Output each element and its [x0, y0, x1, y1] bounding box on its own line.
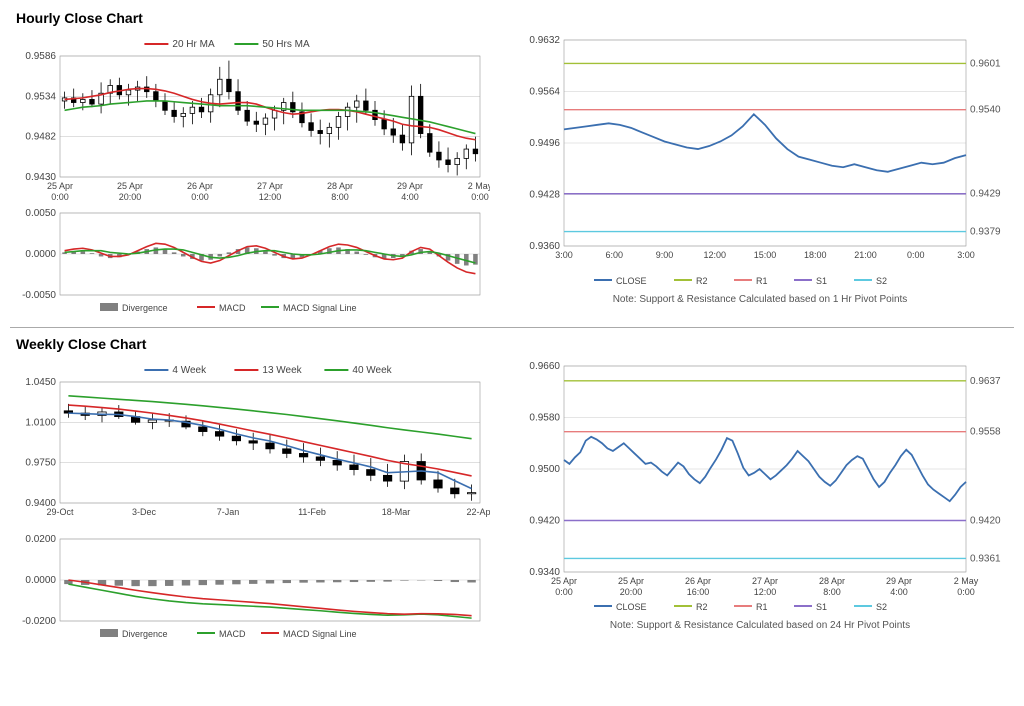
svg-text:0.9500: 0.9500: [529, 464, 560, 475]
svg-text:25 Apr0:00: 25 Apr0:00: [47, 181, 73, 202]
svg-text:11-Feb: 11-Feb: [298, 507, 326, 517]
svg-text:0.9660: 0.9660: [529, 361, 560, 372]
svg-text:9:00: 9:00: [656, 250, 674, 260]
svg-text:6:00: 6:00: [605, 250, 623, 260]
svg-text:Divergence: Divergence: [122, 303, 168, 313]
weekly-row: 4 Week13 Week40 Week0.94000.97501.01001.…: [10, 358, 1014, 643]
svg-text:S2: S2: [876, 276, 887, 286]
svg-text:3:00: 3:00: [957, 250, 975, 260]
svg-text:0.9632: 0.9632: [529, 35, 560, 46]
svg-text:12:00: 12:00: [703, 250, 726, 260]
svg-text:7-Jan: 7-Jan: [217, 507, 240, 517]
svg-text:50 Hrs MA: 50 Hrs MA: [262, 39, 310, 50]
svg-text:S2: S2: [876, 602, 887, 612]
svg-text:S1: S1: [816, 602, 827, 612]
svg-text:0.9564: 0.9564: [529, 87, 560, 98]
svg-text:0.9428: 0.9428: [529, 190, 560, 201]
svg-text:3:00: 3:00: [555, 250, 573, 260]
svg-text:-0.0200: -0.0200: [22, 616, 56, 627]
svg-text:18-Mar: 18-Mar: [382, 507, 411, 517]
svg-text:R2: R2: [696, 276, 708, 286]
svg-text:0.9601: 0.9601: [970, 58, 1001, 69]
svg-text:MACD Signal Line: MACD Signal Line: [283, 629, 357, 639]
svg-text:-0.0050: -0.0050: [22, 290, 56, 301]
section-divider: [10, 327, 1014, 328]
svg-text:29-Oct: 29-Oct: [46, 507, 74, 517]
svg-text:1.0100: 1.0100: [25, 417, 56, 428]
svg-text:15:00: 15:00: [754, 250, 777, 260]
svg-text:0.9540: 0.9540: [970, 105, 1001, 116]
svg-text:0.9586: 0.9586: [25, 51, 56, 62]
svg-text:0.9361: 0.9361: [970, 553, 1001, 564]
svg-text:0.9379: 0.9379: [970, 227, 1001, 238]
svg-text:0.9420: 0.9420: [529, 516, 560, 527]
svg-text:26 Apr16:00: 26 Apr16:00: [685, 576, 711, 597]
svg-text:25 Apr20:00: 25 Apr20:00: [117, 181, 143, 202]
svg-text:20 Hr MA: 20 Hr MA: [172, 39, 215, 50]
weekly-price-chart: 4 Week13 Week40 Week0.94000.97501.01001.…: [10, 358, 490, 533]
svg-text:0.9750: 0.9750: [25, 458, 56, 469]
svg-text:MACD Signal Line: MACD Signal Line: [283, 303, 357, 313]
hourly-sr-chart: 0.93600.94280.94960.95640.96320.96010.95…: [510, 32, 1010, 292]
weekly-macd-chart: -0.0200 0.0000 0.0200 Divergence MACD MACD Si…: [10, 533, 490, 643]
svg-text:0.9420: 0.9420: [970, 516, 1001, 527]
svg-text:28 Apr8:00: 28 Apr8:00: [819, 576, 845, 597]
svg-text:2 May0:00: 2 May0:00: [468, 181, 490, 202]
weekly-sr-chart: 0.93400.94200.95000.95800.96600.96370.95…: [510, 358, 1010, 618]
hourly-price-chart: 20 Hr MA50 Hrs MA0.94300.94820.95340.958…: [10, 32, 490, 207]
svg-text:1.0450: 1.0450: [25, 377, 56, 388]
svg-text:4 Week: 4 Week: [172, 365, 207, 376]
svg-text:0.9534: 0.9534: [25, 91, 56, 102]
svg-text:MACD: MACD: [219, 303, 246, 313]
svg-text:0.9496: 0.9496: [529, 138, 560, 149]
svg-text:S1: S1: [816, 276, 827, 286]
svg-text:21:00: 21:00: [854, 250, 877, 260]
svg-text:CLOSE: CLOSE: [616, 276, 647, 286]
svg-text:22-Apr: 22-Apr: [466, 507, 490, 517]
svg-text:25 Apr20:00: 25 Apr20:00: [618, 576, 644, 597]
svg-text:27 Apr12:00: 27 Apr12:00: [752, 576, 778, 597]
svg-text:0.0200: 0.0200: [25, 534, 56, 545]
weekly-title: Weekly Close Chart: [16, 336, 1014, 352]
svg-text:0.9558: 0.9558: [970, 427, 1001, 438]
svg-text:13 Week: 13 Week: [262, 365, 302, 376]
svg-text:R1: R1: [756, 276, 768, 286]
svg-text:29 Apr4:00: 29 Apr4:00: [397, 181, 423, 202]
svg-text:R1: R1: [756, 602, 768, 612]
svg-text:0.9429: 0.9429: [970, 189, 1001, 200]
svg-text:0:00: 0:00: [907, 250, 925, 260]
hourly-title: Hourly Close Chart: [16, 10, 1014, 26]
svg-text:25 Apr0:00: 25 Apr0:00: [551, 576, 577, 597]
svg-text:CLOSE: CLOSE: [616, 602, 647, 612]
svg-text:26 Apr0:00: 26 Apr0:00: [187, 181, 213, 202]
hourly-row: 20 Hr MA50 Hrs MA0.94300.94820.95340.958…: [10, 32, 1014, 317]
hourly-sr-note: Note: Support & Resistance Calculated ba…: [510, 294, 1010, 305]
weekly-sr-note: Note: Support & Resistance Calculated ba…: [510, 620, 1010, 631]
svg-text:Divergence: Divergence: [122, 629, 168, 639]
svg-text:MACD: MACD: [219, 629, 246, 639]
svg-text:27 Apr12:00: 27 Apr12:00: [257, 181, 283, 202]
svg-text:0.0000: 0.0000: [25, 575, 56, 586]
svg-text:0.9580: 0.9580: [529, 413, 560, 424]
svg-text:2 May0:00: 2 May0:00: [954, 576, 979, 597]
svg-text:0.0050: 0.0050: [25, 208, 56, 219]
svg-text:29 Apr4:00: 29 Apr4:00: [886, 576, 912, 597]
svg-text:28 Apr8:00: 28 Apr8:00: [327, 181, 353, 202]
svg-text:0.9637: 0.9637: [970, 376, 1001, 387]
svg-text:0.9482: 0.9482: [25, 132, 56, 143]
svg-text:R2: R2: [696, 602, 708, 612]
svg-text:40 Week: 40 Week: [352, 365, 392, 376]
hourly-macd-chart: -0.0050 0.0000 0.0050 Divergence MACD MACD Si…: [10, 207, 490, 317]
svg-text:18:00: 18:00: [804, 250, 827, 260]
svg-text:0.0000: 0.0000: [25, 249, 56, 260]
svg-text:3-Dec: 3-Dec: [132, 507, 157, 517]
